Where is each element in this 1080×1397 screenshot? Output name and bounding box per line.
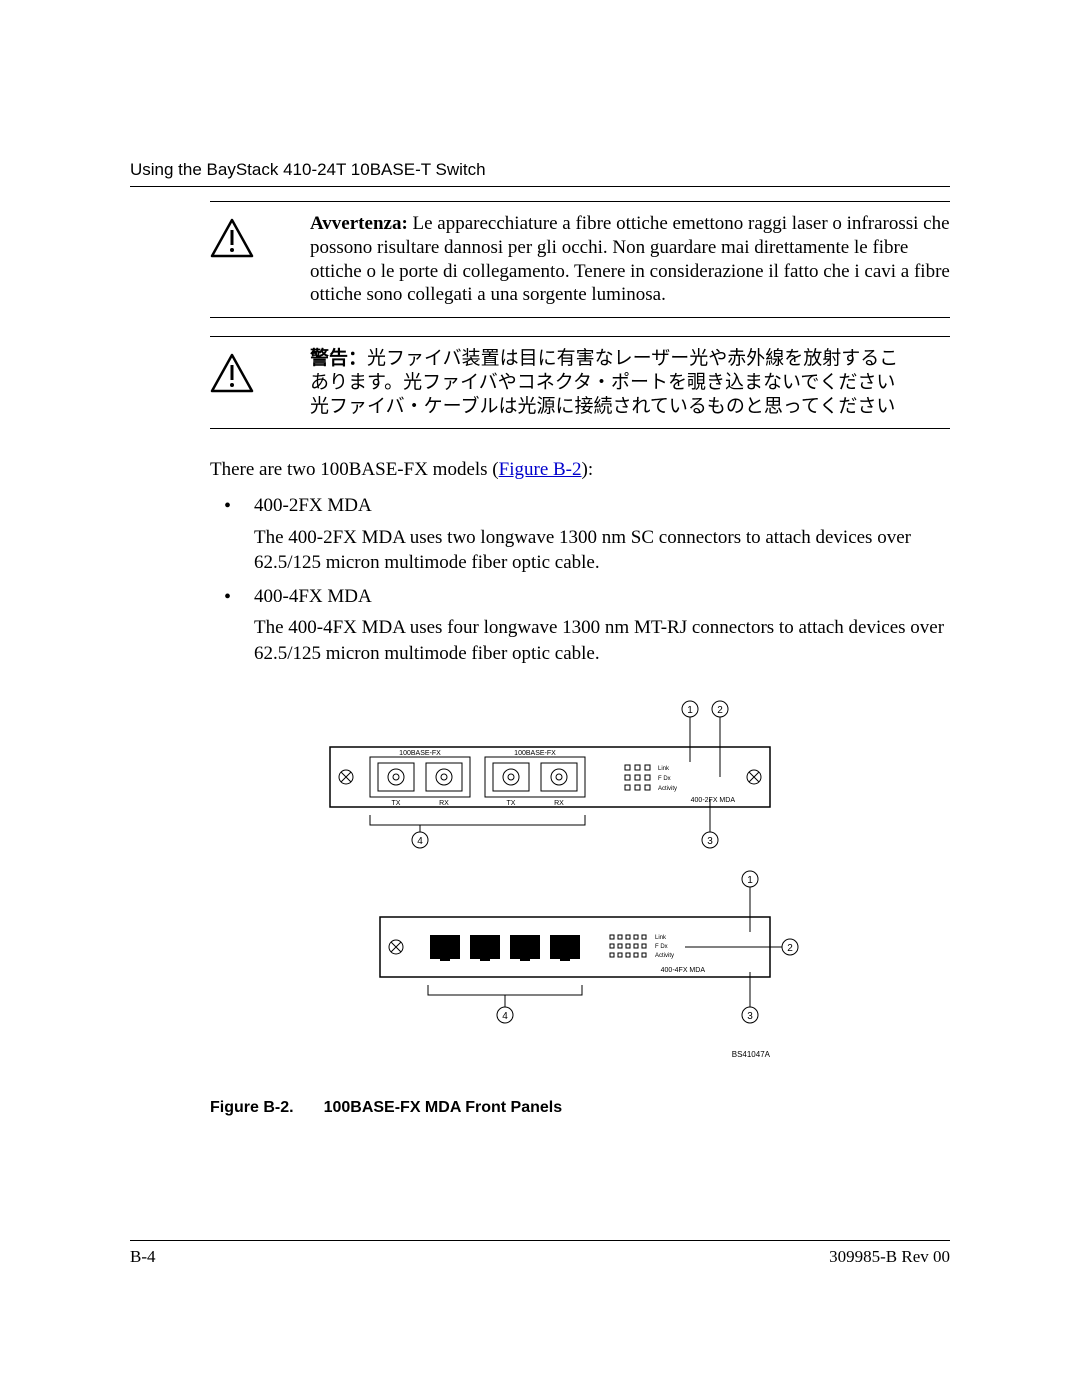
led-label-fdx: F Dx <box>655 944 668 950</box>
figure-caption-number: Figure B-2. <box>210 1099 294 1116</box>
header-rule <box>130 186 950 187</box>
page-number: B-4 <box>130 1247 156 1267</box>
label-rx: RX <box>439 800 449 807</box>
warning-japanese: 警告：光ファイバ装置は目に有害なレーザー光や赤外線を放射するこ あります。光ファ… <box>210 347 950 418</box>
list-item: 400-2FX MDA The 400-2FX MDA uses two lon… <box>210 493 950 576</box>
list-item-desc: The 400-4FX MDA uses four longwave 1300 … <box>254 615 950 666</box>
figure-art-id: BS41047A <box>732 1050 771 1059</box>
footer-rule <box>130 1240 950 1241</box>
led-label-activity: Activity <box>655 953 674 959</box>
callout-3: 3 <box>747 1011 753 1022</box>
callout-3: 3 <box>707 836 713 847</box>
warning-rule-top-2 <box>210 336 950 337</box>
warning-rule-bottom-1 <box>210 317 950 318</box>
warning-rule-bottom-2 <box>210 428 950 429</box>
figure-caption-title: 100BASE-FX MDA Front Panels <box>324 1099 563 1116</box>
warning-rule-top-1 <box>210 201 950 202</box>
label-100base-fx: 100BASE-FX <box>399 750 441 757</box>
callout-1: 1 <box>687 705 693 716</box>
warning-italian-label: Avvertenza: <box>310 213 408 234</box>
figure-caption: Figure B-2. 100BASE-FX MDA Front Panels <box>210 1099 930 1117</box>
warning-icon <box>210 218 254 265</box>
list-item-title: 400-4FX MDA <box>254 586 372 607</box>
label-rx: RX <box>554 800 564 807</box>
figure-b2: 100BASE-FX TX RX 100BASE-FX TX RX <box>210 687 930 1117</box>
led-label-link: Link <box>655 935 667 941</box>
model-list: 400-2FX MDA The 400-2FX MDA uses two lon… <box>210 493 950 667</box>
label-tx: TX <box>392 800 401 807</box>
list-item-title: 400-2FX MDA <box>254 495 372 516</box>
page-footer: B-4 309985-B Rev 00 <box>130 1240 950 1267</box>
callout-4: 4 <box>502 1011 508 1022</box>
warning-japanese-line3: 光ファイバ・ケーブルは光源に接続されているものと思ってください <box>310 396 895 417</box>
label-model-4fx: 400-4FX MDA <box>661 967 706 974</box>
led-bank-4fx: Link F Dx Activity <box>610 935 674 959</box>
warning-icon <box>210 353 254 400</box>
list-item: 400-4FX MDA The 400-4FX MDA uses four lo… <box>210 584 950 667</box>
figure-link[interactable]: Figure B-2 <box>499 459 582 480</box>
callout-1: 1 <box>747 875 753 886</box>
list-item-desc: The 400-2FX MDA uses two longwave 1300 n… <box>254 525 950 576</box>
label-model-2fx: 400-2FX MDA <box>691 797 736 804</box>
callout-4: 4 <box>417 836 423 847</box>
callout-2: 2 <box>787 943 793 954</box>
warning-italian: Avvertenza: Le apparecchiature a fibre o… <box>210 212 950 307</box>
doc-revision: 309985-B Rev 00 <box>829 1247 950 1267</box>
callout-2: 2 <box>717 705 723 716</box>
warning-japanese-label: 警告： <box>310 348 367 369</box>
intro-text-before: There are two 100BASE-FX models ( <box>210 459 499 480</box>
label-100base-fx: 100BASE-FX <box>514 750 556 757</box>
led-label-link: Link <box>658 766 670 772</box>
panel-2fx: 100BASE-FX TX RX 100BASE-FX TX RX <box>330 701 770 848</box>
panel-4fx: Link F Dx Activity 400-4FX MDA 1 2 3 <box>380 871 798 1059</box>
warning-japanese-line2: あります。光ファイバやコネクタ・ポートを覗き込まないでください <box>310 372 895 393</box>
intro-text-after: ): <box>582 459 594 480</box>
running-header: Using the BayStack 410-24T 10BASE-T Swit… <box>130 160 950 180</box>
led-label-fdx: F Dx <box>658 776 671 782</box>
led-label-activity: Activity <box>658 786 677 792</box>
warning-japanese-line1: 光ファイバ装置は目に有害なレーザー光や赤外線を放射するこ <box>367 348 898 369</box>
label-tx: TX <box>507 800 516 807</box>
